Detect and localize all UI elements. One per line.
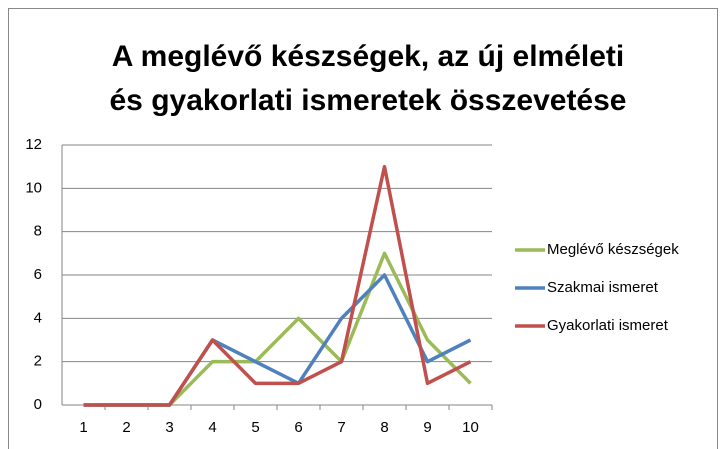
y-tick-label: 10 [25, 179, 42, 196]
legend-label: Gyakorlati ismeret [547, 317, 669, 334]
chart-title: A meglévő készségek, az új elméleti [112, 40, 624, 73]
x-tick-label: 8 [380, 419, 388, 436]
y-tick-label: 6 [34, 266, 42, 283]
x-tick-label: 7 [337, 419, 345, 436]
x-tick-label: 3 [165, 419, 173, 436]
legend-label: Meglévő készségek [547, 241, 679, 258]
y-tick-label: 2 [34, 353, 42, 370]
x-tick-label: 6 [294, 419, 302, 436]
x-tick-label: 4 [208, 419, 216, 436]
y-tick-label: 8 [34, 223, 42, 240]
y-tick-label: 0 [34, 396, 42, 413]
x-tick-label: 9 [423, 419, 431, 436]
legend-label: Szakmai ismeret [547, 279, 659, 296]
x-tick-label: 2 [122, 419, 130, 436]
x-tick-label: 10 [462, 419, 479, 436]
x-tick-label: 5 [251, 419, 259, 436]
series-line [83, 164, 472, 407]
y-tick-label: 4 [34, 309, 42, 326]
chart-frame [8, 8, 718, 449]
chart-title: és gyakorlati ismeretek összevetése [110, 84, 627, 117]
x-tick-label: 1 [79, 419, 87, 436]
y-tick-label: 12 [25, 136, 42, 153]
